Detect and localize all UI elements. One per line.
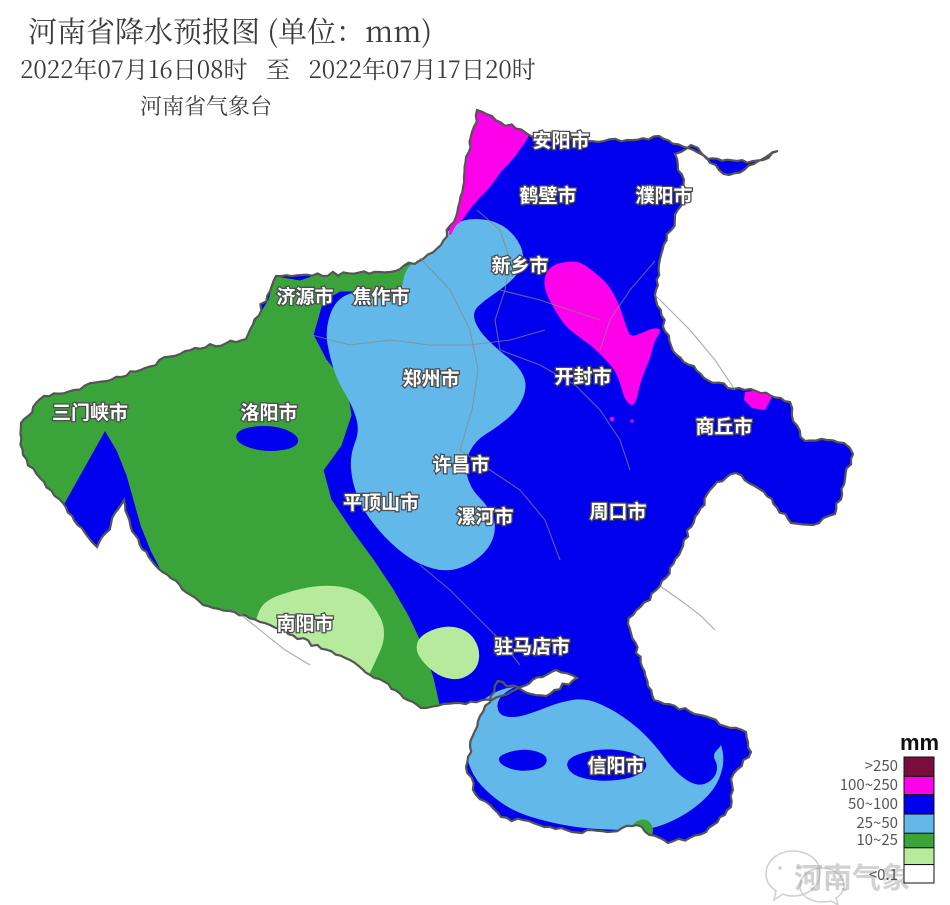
svg-text:<0.1: <0.1 bbox=[869, 864, 898, 885]
svg-text:100~250: 100~250 bbox=[840, 774, 898, 795]
svg-text:>250: >250 bbox=[865, 755, 898, 776]
svg-text:50~100: 50~100 bbox=[848, 793, 898, 814]
svg-text:10~25: 10~25 bbox=[856, 829, 898, 850]
